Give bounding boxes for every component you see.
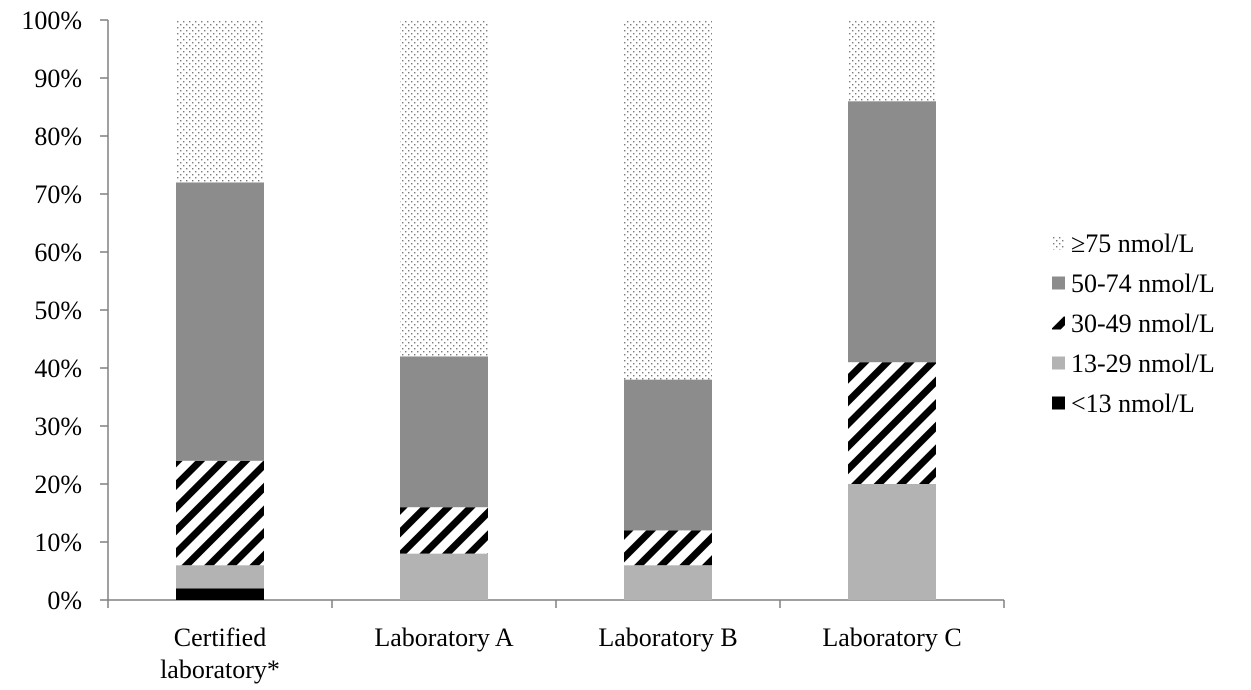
- bar-segment: [400, 507, 488, 554]
- legend-swatch: [1052, 356, 1065, 370]
- y-tick-label: 40%: [34, 354, 82, 383]
- bar-segment: [848, 20, 936, 102]
- legend-swatch: [1052, 276, 1065, 290]
- x-category-label: Laboratory A: [374, 623, 514, 652]
- bar-segment: [400, 553, 488, 600]
- x-category-label: laboratory*: [160, 655, 280, 684]
- bar-segment: [400, 356, 488, 508]
- legend-swatch: [1052, 396, 1065, 410]
- legend: ≥75 nmol/L 50-74 nmol/L 30-49 nmol/L 13-29 …: [1052, 229, 1215, 418]
- y-tick-label: 80%: [34, 122, 82, 151]
- y-tick-label: 0%: [47, 586, 82, 615]
- bar-segment: [848, 484, 936, 600]
- y-tick-label: 20%: [34, 470, 82, 499]
- x-category-label: Laboratory B: [598, 623, 737, 652]
- bar-segment: [176, 588, 264, 600]
- legend-label: 13-29 nmol/L: [1071, 349, 1215, 378]
- legend-label: 30-49 nmol/L: [1071, 309, 1215, 338]
- bar-segment: [848, 362, 936, 484]
- x-category-label: Laboratory C: [822, 623, 961, 652]
- bar-segment: [624, 20, 712, 380]
- legend-swatch: [1052, 236, 1065, 250]
- y-tick-label: 100%: [21, 6, 82, 35]
- bar-segment: [176, 460, 264, 566]
- legend-label: 50-74 nmol/L: [1071, 269, 1215, 298]
- y-tick-label: 10%: [34, 528, 82, 557]
- y-tick-label: 70%: [34, 180, 82, 209]
- legend-label: <13 nmol/L: [1071, 389, 1195, 418]
- y-tick-label: 90%: [34, 64, 82, 93]
- bar-segment: [176, 20, 264, 183]
- legend-label: ≥75 nmol/L: [1071, 229, 1194, 258]
- x-category-label: Certified: [174, 623, 266, 652]
- bar-segment: [400, 20, 488, 357]
- plot-area: 0% 10% 20% 30% 40% 50% 60% 70% 80% 90% 100% Certifi…: [21, 6, 1005, 684]
- y-tick-label: 30%: [34, 412, 82, 441]
- bar-segment: [624, 530, 712, 566]
- bar-segment: [848, 101, 936, 363]
- bar-segment: [176, 182, 264, 461]
- bar-segment: [624, 379, 712, 531]
- y-tick-label: 50%: [34, 296, 82, 325]
- bar-segment: [176, 565, 264, 589]
- bar-segment: [624, 565, 712, 600]
- y-tick-label: 60%: [34, 238, 82, 267]
- legend-swatch: [1052, 316, 1065, 330]
